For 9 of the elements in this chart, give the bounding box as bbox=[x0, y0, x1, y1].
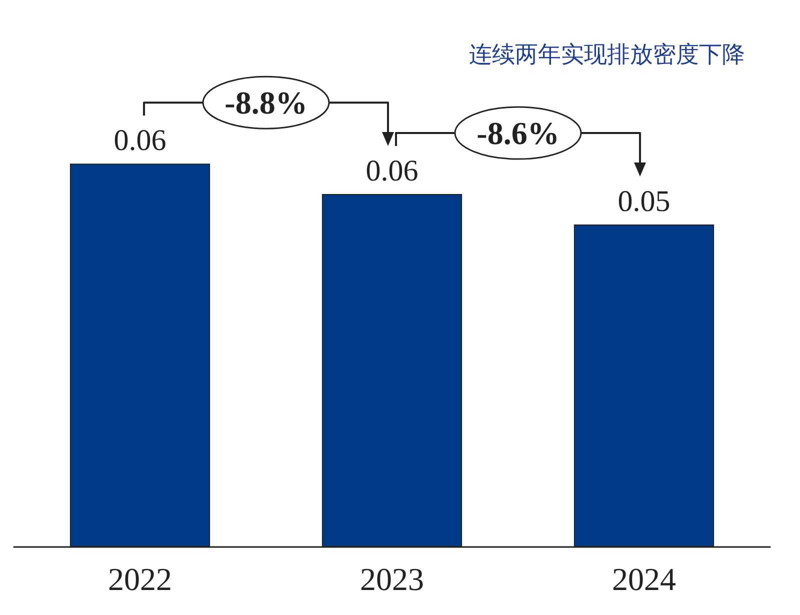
x-tick-label: 2023 bbox=[360, 561, 424, 597]
text: -8.8% bbox=[224, 84, 308, 121]
data-label: 0.05 bbox=[618, 184, 670, 218]
data-label: 0.06 bbox=[114, 124, 166, 158]
text: -8.6% bbox=[476, 115, 560, 152]
chart-title: 连续两年实现排放密度下降 bbox=[469, 42, 745, 67]
x-tick-label: 2024 bbox=[612, 561, 676, 597]
x-tick-label: 2022 bbox=[108, 561, 172, 597]
data-label: 0.06 bbox=[366, 154, 418, 188]
